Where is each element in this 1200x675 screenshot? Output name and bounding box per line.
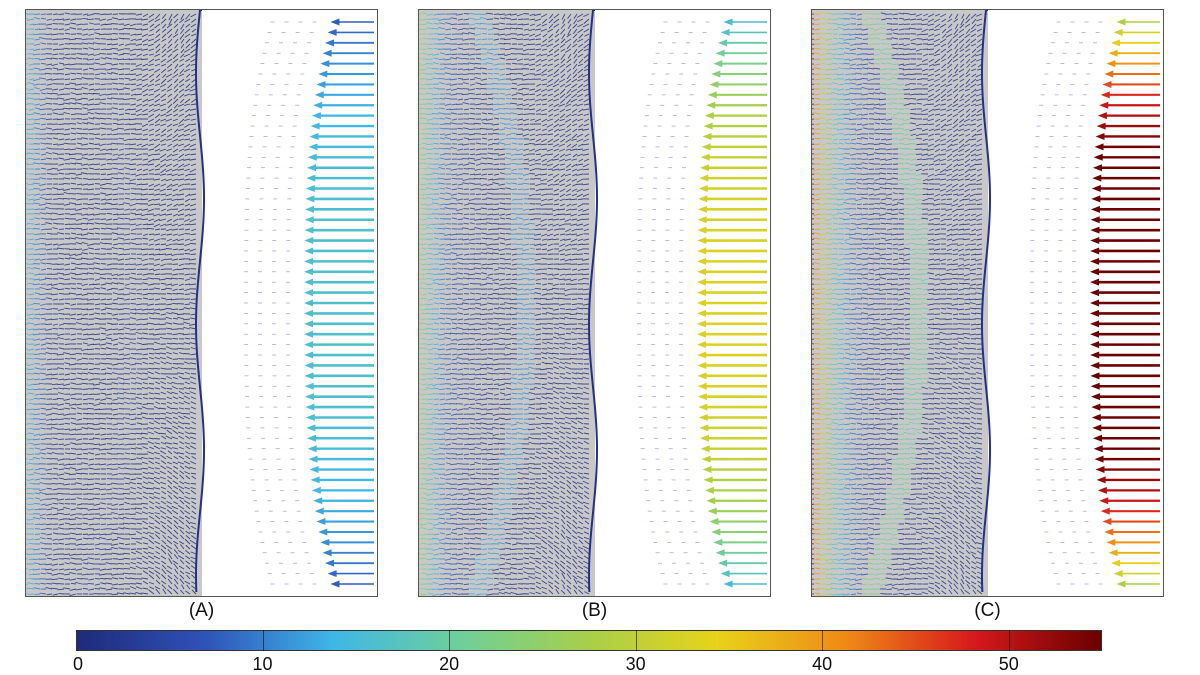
vector-field-svg: [812, 10, 1160, 596]
boundary-edge: [981, 10, 991, 593]
interior-vectors: [812, 12, 983, 596]
vector-field-panel-a: [25, 9, 378, 597]
inflow-arrows: [244, 18, 374, 588]
vector-field-panel-c: [811, 9, 1164, 597]
vector-field-svg: [26, 10, 374, 596]
colorbar-gradient: [76, 630, 1102, 651]
vector-field-svg: [419, 10, 767, 596]
colorbar-tick-label: 0: [72, 654, 84, 674]
colorbar-tick: [822, 630, 824, 651]
colorbar-tick: [449, 630, 451, 651]
inflow-arrows: [637, 18, 767, 588]
colorbar-tick-label: 20: [439, 654, 460, 674]
colorbar-tick: [1008, 630, 1010, 651]
colorbar-tick-label: 50: [998, 654, 1019, 674]
colorbar-tick: [262, 630, 264, 651]
vector-field-panel-b: [418, 9, 771, 597]
boundary-edge: [195, 10, 205, 593]
colorbar-tick: [635, 630, 637, 651]
panel-label-a: (A): [188, 600, 215, 621]
inflow-arrows: [1030, 18, 1160, 588]
colorbar-tick-label: 10: [252, 654, 273, 674]
interior-vectors: [419, 12, 590, 596]
panel-label-b: (B): [581, 600, 608, 621]
interior-vectors: [26, 12, 197, 596]
colorbar: [76, 630, 1102, 651]
boundary-edge: [588, 10, 598, 593]
colorbar-tick-label: 30: [625, 654, 646, 674]
panel-label-c: (C): [974, 600, 1001, 621]
colorbar-tick-label: 40: [812, 654, 833, 674]
